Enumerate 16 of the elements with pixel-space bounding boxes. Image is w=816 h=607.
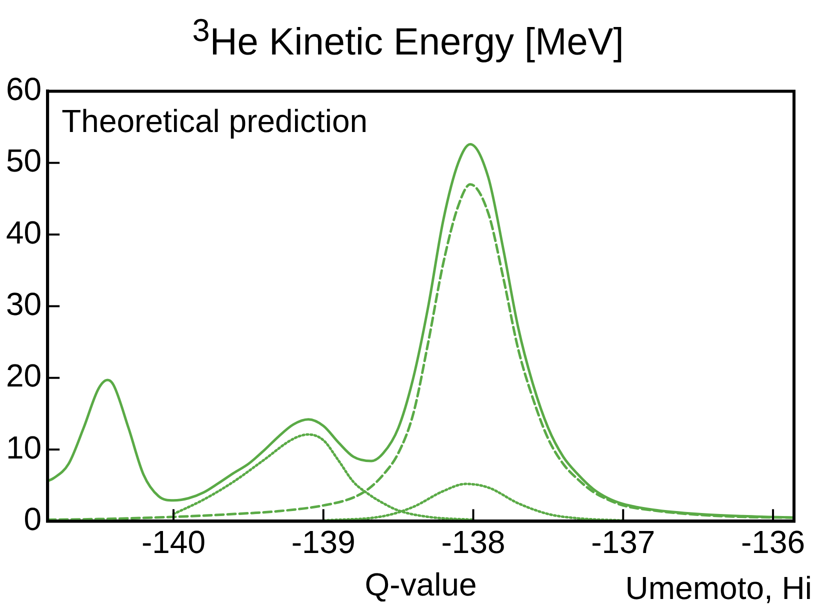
x-tick-label: -137	[591, 524, 656, 560]
y-tick-label: 50	[6, 142, 42, 179]
y-tick-label: 60	[6, 71, 42, 108]
x-tick-label: -136	[740, 524, 806, 560]
annotation: Theoretical prediction	[62, 103, 368, 140]
chart-title: $^{3}$He Kinetic Energy [MeV]	[191, 12, 625, 65]
y-tick-label: 20	[6, 358, 42, 394]
y-tick-label: 30	[6, 286, 42, 322]
y-tick-label: 0	[24, 501, 42, 538]
y-tick-label: 10	[6, 429, 42, 466]
y-tick-label: 40	[6, 214, 42, 250]
text: Umemoto, Hi	[625, 570, 812, 607]
x-tick-label: -140	[141, 524, 206, 560]
x-tick-label: -139	[291, 524, 356, 560]
x-axis-title: Q-value	[364, 566, 477, 603]
x-tick-label: -138	[441, 524, 506, 560]
